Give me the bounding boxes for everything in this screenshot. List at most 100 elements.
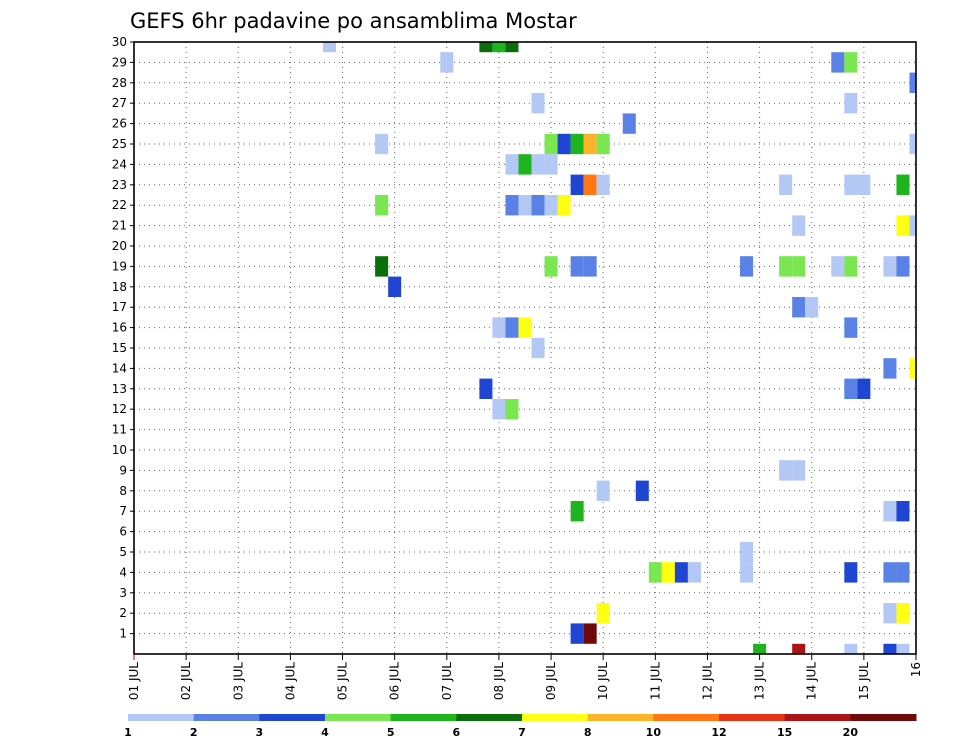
y-tick-label: 25 bbox=[112, 137, 127, 151]
colorbar-swatch bbox=[193, 714, 260, 721]
y-tick-label: 2 bbox=[119, 606, 127, 620]
x-tick-label: 08 JUL bbox=[492, 662, 506, 700]
colorbar-label: 10 bbox=[646, 726, 662, 739]
precip-cell bbox=[544, 256, 558, 277]
precip-cell bbox=[583, 174, 597, 195]
precip-cell bbox=[544, 133, 558, 155]
colorbar-label: 6 bbox=[453, 726, 461, 739]
y-tick-label: 17 bbox=[112, 300, 127, 314]
precip-cell bbox=[518, 317, 532, 338]
colorbar-swatch bbox=[850, 714, 917, 721]
precip-cell bbox=[570, 133, 584, 155]
precip-cells bbox=[322, 42, 916, 654]
precip-cell bbox=[896, 562, 910, 583]
x-tick-label: 04 JUL bbox=[283, 662, 297, 700]
precip-cell bbox=[388, 276, 402, 297]
colorbar-swatch bbox=[259, 714, 326, 721]
precip-cell bbox=[909, 215, 916, 236]
precip-cell bbox=[375, 133, 389, 155]
y-tick-label: 9 bbox=[119, 463, 127, 477]
y-tick-label: 13 bbox=[112, 382, 127, 396]
x-tick-label: 06 JUL bbox=[388, 662, 402, 700]
precip-cell bbox=[492, 42, 506, 53]
precip-cell bbox=[792, 643, 806, 654]
precip-cell bbox=[479, 378, 493, 399]
precip-cell bbox=[896, 256, 910, 277]
y-tick-label: 12 bbox=[112, 402, 127, 416]
precip-cell bbox=[583, 133, 597, 155]
y-tick-label: 23 bbox=[112, 178, 127, 192]
colorbar-label: 8 bbox=[584, 726, 592, 739]
precip-cell bbox=[896, 603, 910, 624]
colorbar-label: 5 bbox=[387, 726, 395, 739]
colorbar-swatch bbox=[522, 714, 589, 721]
y-tick-label: 22 bbox=[112, 198, 127, 212]
precip-cell bbox=[570, 256, 584, 277]
precip-cell bbox=[583, 256, 597, 277]
x-tick-label: 12 JUL bbox=[700, 662, 714, 700]
precip-cell bbox=[505, 317, 519, 338]
colorbar-label: 4 bbox=[321, 726, 329, 739]
grid bbox=[134, 42, 916, 654]
x-tick-label: 09 JUL bbox=[544, 662, 558, 700]
precip-cell bbox=[531, 154, 545, 175]
colorbar-swatch bbox=[653, 714, 720, 721]
precip-cell bbox=[896, 501, 910, 522]
precip-cell bbox=[883, 358, 897, 379]
precip-cell bbox=[375, 195, 389, 216]
x-tick-label: 07 JUL bbox=[440, 662, 454, 700]
chart-title: GEFS 6hr padavine po ansamblima Mostar bbox=[130, 9, 577, 33]
precip-cell bbox=[792, 297, 806, 318]
colorbar-swatch bbox=[325, 714, 392, 721]
precip-cell bbox=[844, 643, 858, 654]
precip-cell bbox=[844, 93, 858, 114]
precip-cell bbox=[479, 42, 493, 53]
precip-cell bbox=[544, 195, 558, 216]
colorbar-label: 2 bbox=[190, 726, 198, 739]
y-tick-label: 24 bbox=[112, 157, 127, 171]
precip-cell bbox=[557, 195, 571, 216]
precip-cell bbox=[570, 174, 584, 195]
precip-cell bbox=[635, 480, 649, 501]
precip-cell bbox=[909, 133, 916, 155]
precip-cell bbox=[896, 215, 910, 236]
y-tick-label: 26 bbox=[112, 117, 127, 131]
precip-cell bbox=[844, 52, 858, 73]
y-tick-label: 30 bbox=[112, 35, 127, 49]
colorbar-label: 20 bbox=[843, 726, 859, 739]
precip-cell bbox=[322, 42, 337, 53]
colorbar-label: 7 bbox=[518, 726, 526, 739]
precip-cell bbox=[518, 154, 532, 175]
colorbar-swatch bbox=[390, 714, 457, 721]
precip-cell bbox=[792, 215, 806, 236]
colorbar-swatch bbox=[719, 714, 786, 721]
y-tick-label: 16 bbox=[112, 321, 127, 335]
precip-cell bbox=[909, 358, 916, 379]
colorbar-swatch bbox=[784, 714, 851, 721]
precip-cell bbox=[505, 399, 519, 420]
precip-cell bbox=[844, 378, 858, 399]
precip-cell bbox=[857, 378, 871, 399]
precip-cell bbox=[792, 460, 806, 481]
colorbar-swatch bbox=[456, 714, 523, 721]
precip-cell bbox=[570, 501, 584, 522]
precip-cell bbox=[596, 174, 610, 195]
precip-cell bbox=[661, 562, 675, 583]
y-axis: 1234567891011121314151617181920212223242… bbox=[112, 35, 134, 641]
precip-cell bbox=[831, 52, 845, 73]
y-tick-label: 11 bbox=[112, 423, 127, 437]
colorbar-label: 1 bbox=[124, 726, 132, 739]
colorbar-label: 3 bbox=[256, 726, 264, 739]
precip-cell bbox=[909, 72, 916, 93]
precip-cell bbox=[844, 562, 858, 583]
y-tick-label: 19 bbox=[112, 259, 127, 273]
precip-cell bbox=[492, 399, 506, 420]
y-tick-label: 4 bbox=[119, 565, 127, 579]
precip-cell bbox=[883, 603, 897, 624]
precip-cell bbox=[505, 42, 519, 53]
x-tick-label: 13 JUL bbox=[753, 662, 767, 700]
precip-cell bbox=[844, 256, 858, 277]
x-tick-label: 14 JUL bbox=[805, 662, 819, 700]
colorbar-label: 12 bbox=[711, 726, 726, 739]
